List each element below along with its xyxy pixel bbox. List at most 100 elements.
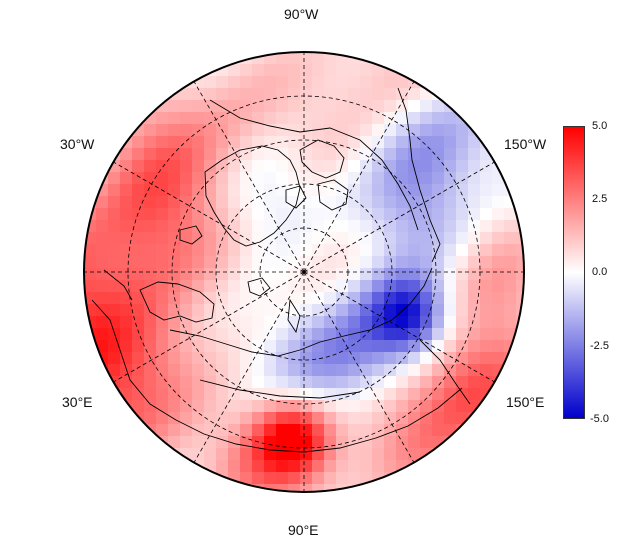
field-cell <box>432 148 445 161</box>
field-cell <box>276 100 289 113</box>
field-cell <box>420 388 433 401</box>
field-cell <box>420 424 433 437</box>
field-cell <box>216 256 229 269</box>
field-cell <box>168 196 181 209</box>
field-cell <box>156 196 169 209</box>
field-cell <box>120 160 133 173</box>
field-cell <box>180 208 193 221</box>
field-cell <box>312 340 325 353</box>
field-cell <box>324 316 337 329</box>
field-cell <box>420 256 433 269</box>
field-cell <box>384 100 397 113</box>
field-cell <box>264 196 277 209</box>
field-cell <box>312 304 325 317</box>
field-cell <box>204 160 217 173</box>
field-cell <box>336 472 349 485</box>
field-cell <box>252 196 265 209</box>
field-cell <box>120 256 133 269</box>
field-cell <box>420 160 433 173</box>
field-cell <box>384 244 397 257</box>
field-cell <box>480 292 493 305</box>
field-cell <box>144 232 157 245</box>
field-cell <box>516 196 524 209</box>
field-cell <box>288 304 301 317</box>
field-cell <box>288 88 301 101</box>
colorbar <box>563 126 585 419</box>
field-cell <box>192 112 205 125</box>
field-cell <box>372 340 385 353</box>
field-cell <box>432 364 445 377</box>
field-cell <box>240 412 253 425</box>
field-cell <box>408 100 421 113</box>
field-cell <box>312 328 325 341</box>
field-cell <box>168 148 181 161</box>
field-cell <box>456 220 469 233</box>
field-cell <box>324 64 337 77</box>
field-cell <box>336 400 349 413</box>
field-cell <box>384 196 397 209</box>
field-cell <box>312 412 325 425</box>
field-cell <box>396 208 409 221</box>
field-cell <box>240 280 253 293</box>
field-cell <box>108 136 121 149</box>
field-cell <box>132 268 145 281</box>
field-cell <box>144 412 157 425</box>
field-cell <box>84 280 97 293</box>
field-cell <box>408 376 421 389</box>
field-cell <box>288 220 301 233</box>
field-cell <box>276 124 289 137</box>
field-cell <box>144 316 157 329</box>
field-cell <box>408 436 421 449</box>
field-cell <box>252 76 265 89</box>
field-cell <box>312 76 325 89</box>
field-cell <box>300 232 313 245</box>
field-cell <box>288 352 301 365</box>
field-cell <box>204 244 217 257</box>
field-cell <box>240 424 253 437</box>
field-cell <box>216 352 229 365</box>
field-cell <box>204 112 217 125</box>
field-cell <box>228 280 241 293</box>
field-cell <box>408 112 421 125</box>
field-cell <box>468 172 481 185</box>
field-cell <box>336 64 349 77</box>
field-cell <box>348 328 361 341</box>
field-cell <box>504 232 517 245</box>
field-cell <box>432 160 445 173</box>
field-cell <box>456 280 469 293</box>
field-cell <box>384 184 397 197</box>
field-cell <box>492 256 505 269</box>
field-cell <box>360 364 373 377</box>
field-cell <box>276 172 289 185</box>
field-cell <box>408 388 421 401</box>
field-cell <box>468 268 481 281</box>
field-cell <box>216 112 229 125</box>
field-cell <box>204 328 217 341</box>
field-cell <box>420 100 433 113</box>
field-cell <box>480 280 493 293</box>
field-cell <box>108 280 121 293</box>
field-cell <box>96 292 109 305</box>
field-cell <box>228 316 241 329</box>
field-cell <box>456 172 469 185</box>
field-cell <box>300 460 313 473</box>
field-cell <box>156 268 169 281</box>
field-cell <box>516 232 524 245</box>
field-cell <box>372 280 385 293</box>
field-cell <box>276 460 289 473</box>
field-cell <box>456 136 469 149</box>
field-cell <box>504 268 517 281</box>
field-cell <box>192 184 205 197</box>
field-cell <box>312 472 325 485</box>
field-cell <box>240 148 253 161</box>
field-cell <box>156 112 169 125</box>
field-cell <box>480 256 493 269</box>
field-cell <box>372 196 385 209</box>
field-cell <box>252 160 265 173</box>
field-cell <box>396 220 409 233</box>
field-cell <box>216 160 229 173</box>
field-cell <box>240 172 253 185</box>
field-cell <box>144 208 157 221</box>
field-cell <box>432 124 445 137</box>
field-cell <box>336 124 349 137</box>
